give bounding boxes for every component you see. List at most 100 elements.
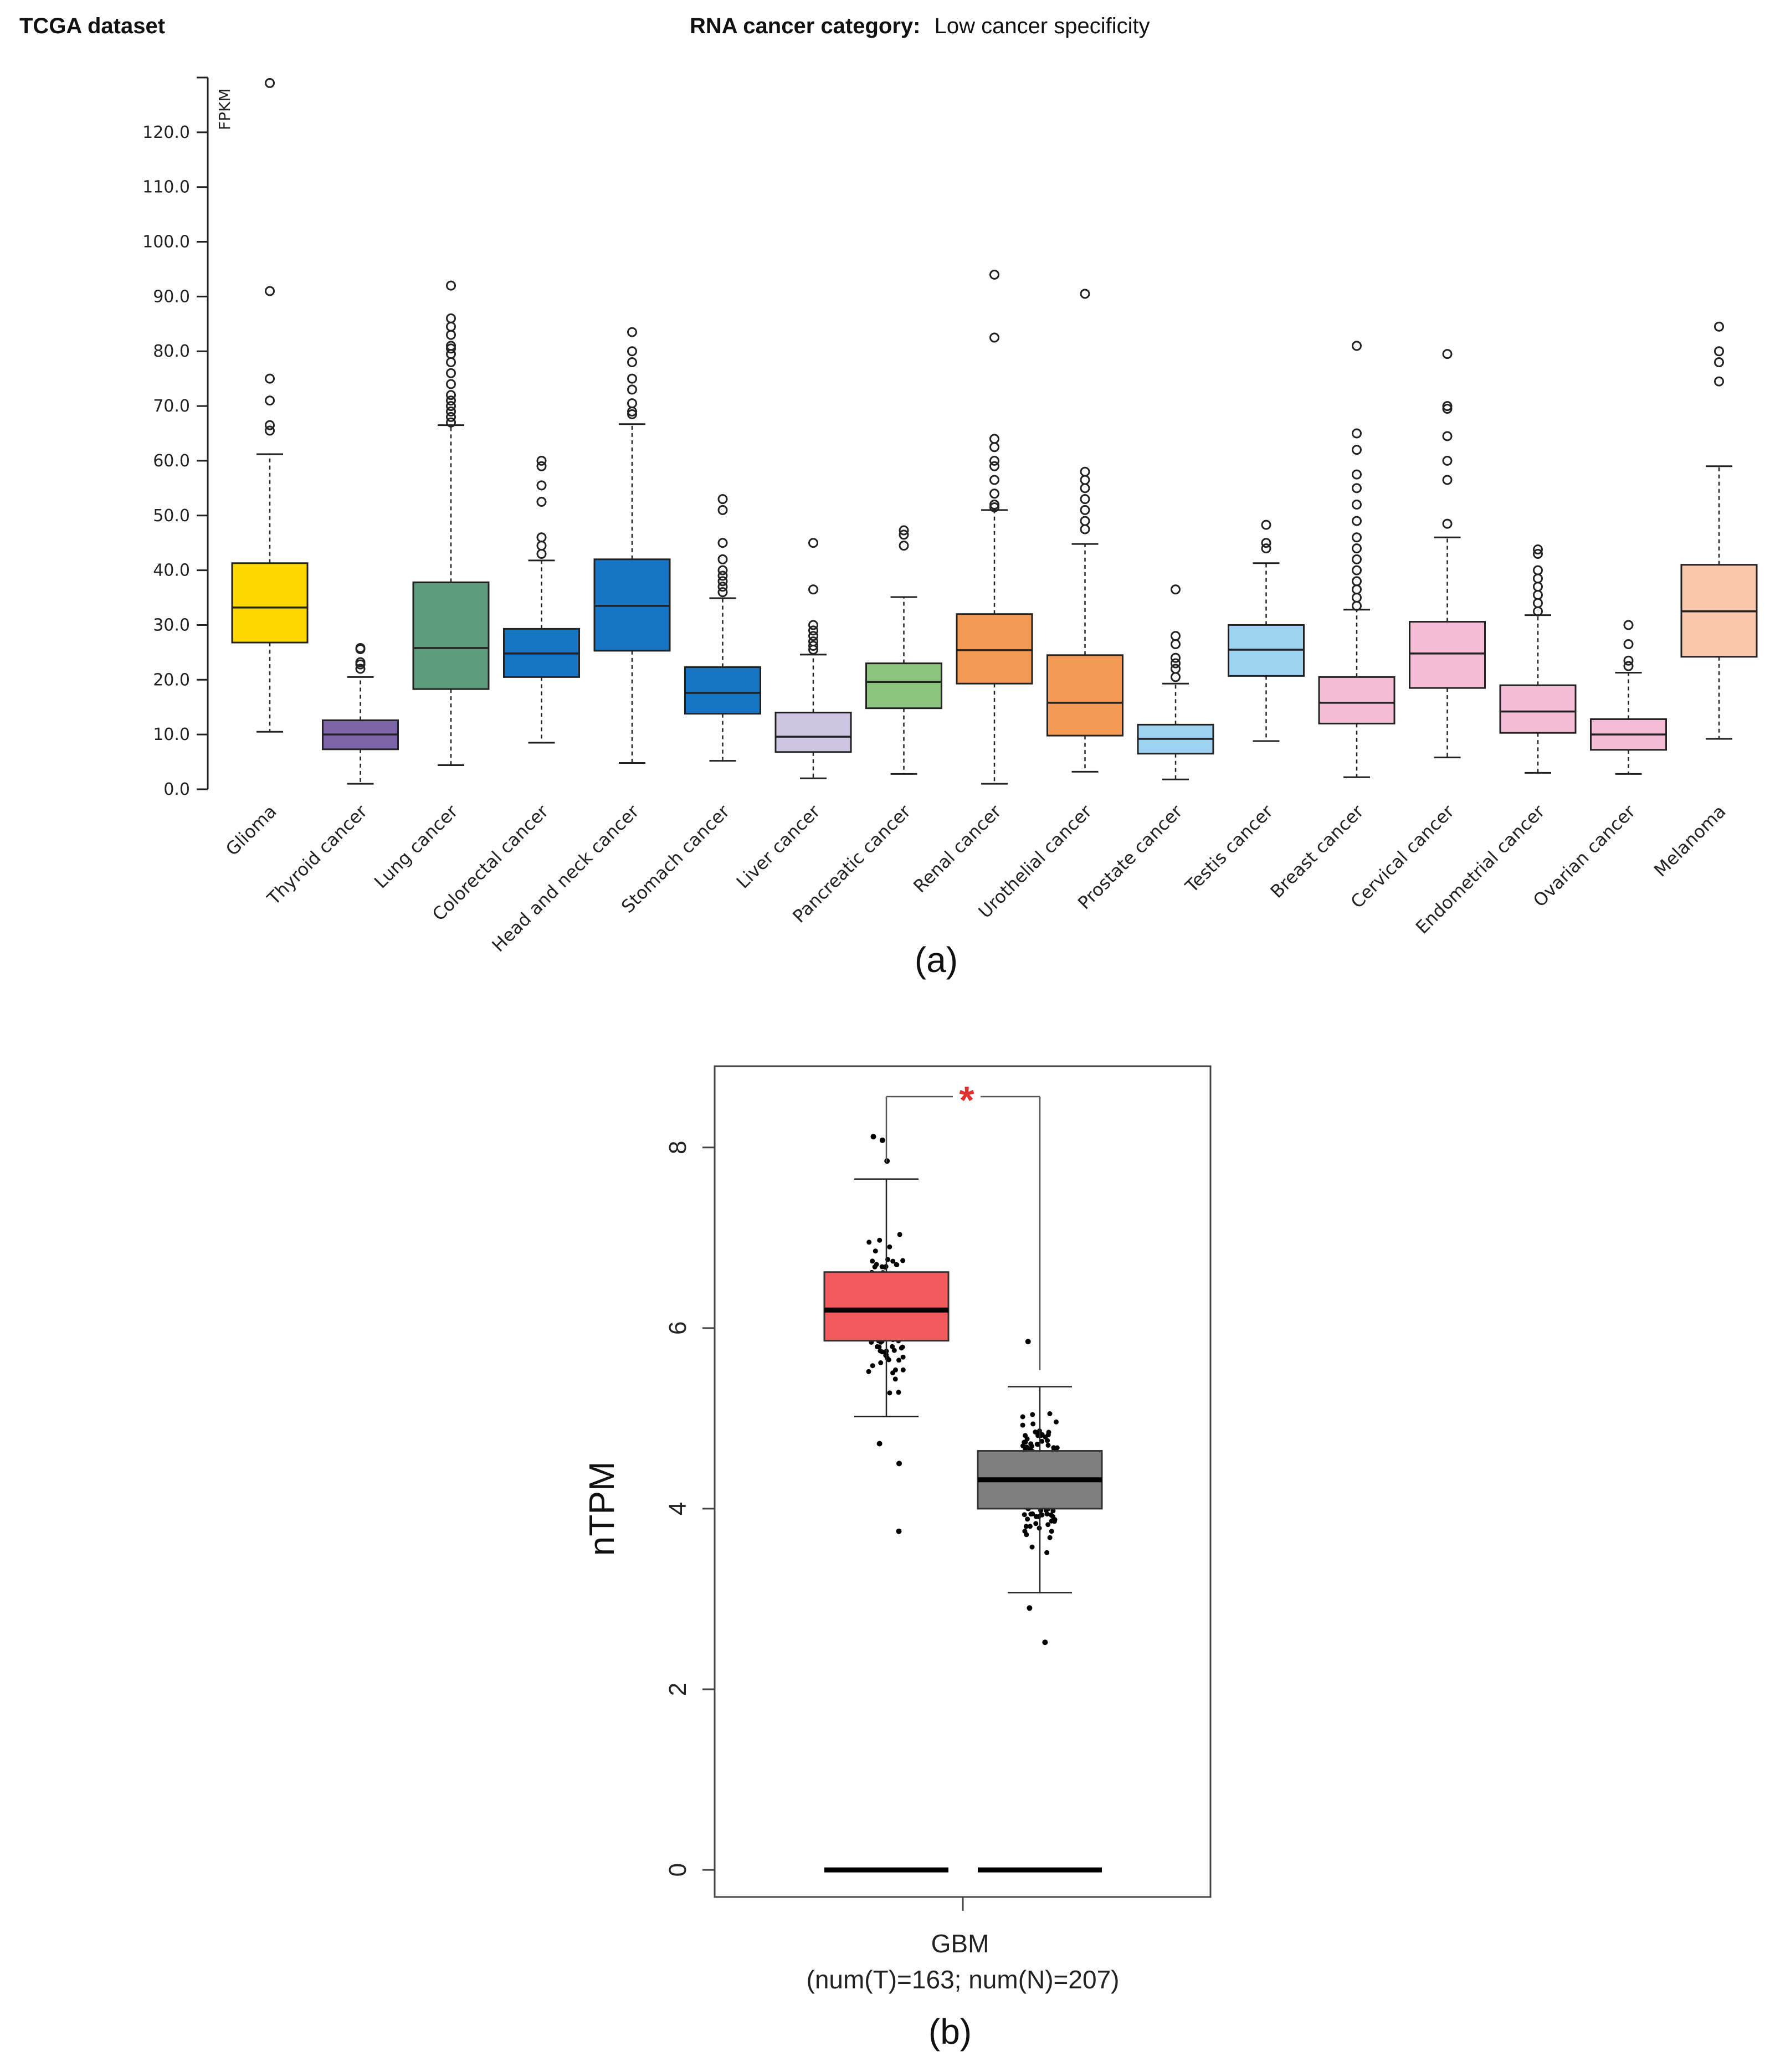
outlier-point <box>1533 582 1543 592</box>
outlier-point <box>989 500 999 510</box>
outlier-point <box>808 625 818 636</box>
outlier-point <box>446 406 456 417</box>
outlier-point <box>1042 1639 1048 1646</box>
data-point <box>1022 1512 1027 1518</box>
outlier-point <box>1080 483 1090 493</box>
outlier-point <box>446 412 456 422</box>
outlier-point <box>1171 631 1181 641</box>
category-value: Low cancer specificity <box>935 14 1150 38</box>
outlier-point <box>1533 548 1543 559</box>
outlier-point <box>1352 554 1362 564</box>
outlier-point <box>1533 606 1543 616</box>
outlier-point <box>1027 1605 1033 1611</box>
outlier-point <box>808 636 818 647</box>
outlier-point <box>1442 349 1453 359</box>
box-group <box>1228 520 1305 742</box>
outlier-point <box>446 321 456 332</box>
data-point <box>891 1348 897 1353</box>
data-point <box>870 1258 875 1264</box>
outlier-point <box>446 395 456 406</box>
outlier-point <box>1080 466 1090 477</box>
box-group <box>865 525 942 775</box>
box-group <box>1499 544 1577 774</box>
panel-b-boxplot: 0 2 4 6 8 * nTPM GBM (num(T)=163; num(N)=207… <box>582 1065 1212 1994</box>
outlier-point <box>989 455 999 466</box>
box-group <box>593 327 671 764</box>
data-point <box>1054 1419 1059 1425</box>
data-point <box>1020 1422 1025 1428</box>
outlier-point <box>879 1137 885 1143</box>
outlier-point <box>808 538 818 548</box>
outlier-point <box>265 425 275 436</box>
data-point <box>1039 1512 1045 1518</box>
outlier-point <box>1080 524 1090 534</box>
outlier-point <box>446 417 456 428</box>
outlier-point <box>446 368 456 378</box>
category-label: Liver cancer <box>732 800 824 892</box>
data-point <box>1047 1535 1053 1540</box>
data-point <box>873 1248 878 1254</box>
panel-b-y-axis-label: nTPM <box>582 1462 622 1556</box>
y-tick-label: 2 <box>664 1683 691 1696</box>
outlier-point <box>1352 576 1362 587</box>
outlier-point <box>355 657 366 667</box>
outlier-point <box>1171 639 1181 650</box>
outlier-point <box>1171 652 1181 663</box>
outlier-point <box>355 664 366 674</box>
outlier-point <box>1533 590 1543 600</box>
data-point <box>870 1363 875 1369</box>
box-group <box>1680 321 1758 740</box>
outlier-point <box>265 373 275 384</box>
data-point <box>1049 1529 1054 1534</box>
panel-a-y-axis: 0.0 10.0 20.0 30.0 40.0 50.0 60.0 70.0 80.0 90.0 1… <box>142 76 209 799</box>
outlier-point <box>355 642 366 653</box>
data-point <box>1023 1524 1029 1529</box>
outlier-point <box>717 494 728 505</box>
data-point <box>1022 1529 1028 1534</box>
y-tick-label: 30.0 <box>153 615 190 635</box>
outlier-point <box>265 420 275 430</box>
outlier-point <box>989 332 999 343</box>
outlier-point <box>1352 500 1362 510</box>
box-group <box>1137 584 1214 780</box>
panel-b-label: (b) <box>928 2012 972 2052</box>
outlier-point <box>536 548 547 559</box>
y-tick-label: 80.0 <box>153 342 190 361</box>
outlier-point <box>896 1461 902 1467</box>
data-point <box>866 1369 871 1374</box>
data-point <box>1045 1442 1051 1448</box>
data-point <box>1045 1522 1051 1528</box>
category-label: Lung cancer <box>370 800 462 892</box>
data-point <box>892 1376 898 1382</box>
outlier-point <box>989 489 999 499</box>
outlier-point <box>1442 431 1453 441</box>
data-point <box>880 1349 885 1355</box>
data-point <box>1044 1550 1050 1555</box>
outlier-point <box>265 286 275 296</box>
outlier-point <box>717 570 728 581</box>
outlier-point <box>1261 538 1271 548</box>
y-tick-label: 0 <box>664 1863 691 1876</box>
panel-b-significance-bracket: * <box>885 1078 1041 1370</box>
data-point <box>887 1244 892 1250</box>
category-label: Testis cancer <box>1181 800 1277 897</box>
outlier-point <box>446 401 456 412</box>
data-point <box>896 1358 901 1363</box>
outlier-point <box>627 384 637 395</box>
data-point <box>1047 1411 1053 1416</box>
data-point <box>890 1258 896 1264</box>
box-group <box>1046 289 1123 773</box>
data-point <box>886 1357 891 1363</box>
outlier-point <box>1714 346 1724 357</box>
panel-a-label: (a) <box>915 940 958 980</box>
y-tick-label: 10.0 <box>153 725 190 744</box>
outlier-point <box>536 455 547 466</box>
y-tick-label: 120.0 <box>142 123 190 142</box>
data-point <box>887 1390 892 1396</box>
category-label: Glioma <box>222 801 281 860</box>
data-point <box>874 1344 880 1349</box>
outlier-point <box>899 525 909 536</box>
y-tick-label: 90.0 <box>153 287 190 306</box>
category-header: RNA cancer category: Low cancer specific… <box>690 14 1150 38</box>
